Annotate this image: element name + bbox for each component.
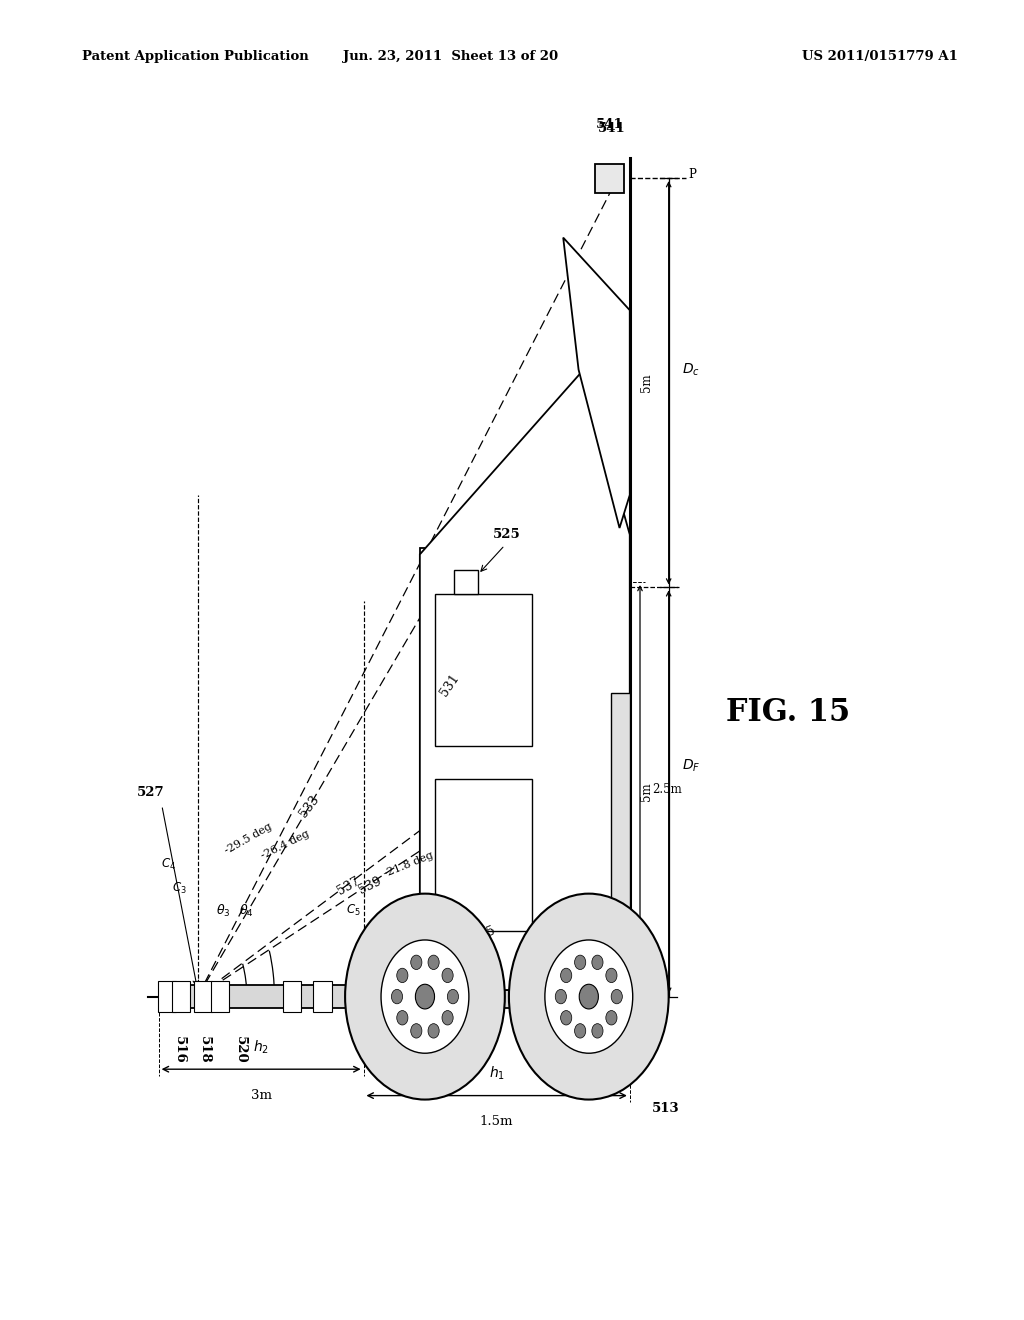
Circle shape (396, 968, 408, 982)
Text: $h_2$: $h_2$ (253, 1039, 269, 1056)
Text: Jun. 23, 2011  Sheet 13 of 20: Jun. 23, 2011 Sheet 13 of 20 (343, 50, 558, 63)
Text: $C_4$: $C_4$ (162, 857, 176, 873)
Circle shape (396, 1011, 408, 1026)
Circle shape (555, 990, 566, 1003)
Polygon shape (420, 370, 630, 990)
Bar (354, 981, 373, 1012)
Text: $\theta_4$: $\theta_4$ (240, 903, 254, 919)
Text: 1.5m: 1.5m (480, 1115, 513, 1129)
Circle shape (391, 990, 402, 1003)
Circle shape (442, 968, 454, 982)
Circle shape (611, 990, 623, 1003)
Circle shape (574, 1024, 586, 1038)
Circle shape (560, 968, 571, 982)
Bar (283, 981, 301, 1012)
Circle shape (428, 956, 439, 969)
Circle shape (592, 1024, 603, 1038)
Text: 531: 531 (437, 672, 462, 700)
Text: $\theta_5$: $\theta_5$ (385, 920, 399, 936)
Text: $\theta_3$: $\theta_3$ (216, 903, 230, 919)
Text: 3m: 3m (251, 1089, 271, 1102)
Circle shape (592, 956, 603, 969)
Bar (159, 985, 548, 1008)
Circle shape (345, 894, 505, 1100)
Text: -21.8 deg: -21.8 deg (382, 850, 434, 879)
Bar (158, 981, 176, 1012)
Circle shape (606, 1011, 617, 1026)
Circle shape (411, 956, 422, 969)
Text: 527: 527 (137, 785, 164, 799)
Text: US 2011/0151779 A1: US 2011/0151779 A1 (802, 50, 957, 63)
Bar (420, 548, 614, 990)
Circle shape (411, 1024, 422, 1038)
Text: 539: 539 (357, 875, 384, 898)
Bar (313, 981, 332, 1012)
Text: 516: 516 (173, 1035, 185, 1064)
Bar (477, 981, 496, 1012)
Circle shape (381, 940, 469, 1053)
Text: $C_5$: $C_5$ (346, 903, 360, 919)
Text: P: P (688, 168, 696, 181)
Bar (194, 981, 212, 1012)
Text: 2.5m: 2.5m (652, 783, 682, 796)
Circle shape (509, 894, 669, 1100)
Text: 533: 533 (297, 793, 322, 820)
Bar (172, 981, 190, 1012)
Text: Patent Application Publication: Patent Application Publication (82, 50, 308, 63)
Text: 535: 535 (470, 924, 497, 945)
Text: 537: 537 (335, 875, 362, 898)
Text: -29.5 deg: -29.5 deg (223, 821, 274, 855)
Circle shape (574, 956, 586, 969)
Text: 5m: 5m (640, 374, 652, 392)
Bar (435, 779, 532, 931)
Circle shape (580, 985, 598, 1008)
Text: 509: 509 (366, 1036, 378, 1063)
Text: 518: 518 (199, 1036, 211, 1063)
Text: 525: 525 (493, 528, 521, 541)
Circle shape (606, 968, 617, 982)
Bar (435, 594, 532, 746)
Bar (211, 981, 229, 1012)
Text: $D_c$: $D_c$ (682, 362, 699, 378)
Text: -26.4 deg: -26.4 deg (259, 829, 310, 861)
Circle shape (416, 985, 434, 1008)
Circle shape (560, 1011, 571, 1026)
Text: $C_3$: $C_3$ (172, 880, 186, 896)
Text: 5m: 5m (640, 783, 652, 801)
Text: 520: 520 (234, 1036, 247, 1063)
Circle shape (428, 1024, 439, 1038)
Text: 541: 541 (597, 121, 626, 135)
Bar (395, 981, 414, 1012)
Circle shape (442, 1011, 454, 1026)
Text: $h_1$: $h_1$ (488, 1065, 505, 1082)
Text: 513: 513 (652, 1102, 680, 1115)
Bar (436, 981, 455, 1012)
Text: 541: 541 (595, 117, 624, 131)
Polygon shape (563, 238, 630, 528)
Circle shape (545, 940, 633, 1053)
Bar (595, 164, 624, 193)
Text: $D_F$: $D_F$ (682, 758, 700, 774)
Circle shape (447, 990, 459, 1003)
Bar (454, 570, 478, 594)
Text: FIG. 15: FIG. 15 (726, 697, 851, 729)
Bar (611, 693, 630, 983)
